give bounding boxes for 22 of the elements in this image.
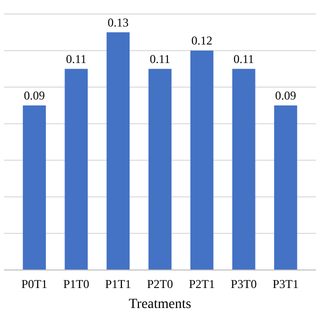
data-label: 0.11: [66, 52, 87, 66]
bar: [232, 68, 256, 270]
x-tick-label: P1T1: [105, 277, 132, 291]
x-tick-label: P2T1: [188, 277, 215, 291]
data-label: 0.09: [24, 88, 45, 102]
x-tick-label: P3T1: [272, 277, 299, 291]
x-tick-label: P2T0: [146, 277, 174, 291]
bar: [274, 105, 298, 270]
bar: [190, 50, 214, 270]
x-tick-label: P0T1: [21, 277, 48, 291]
data-label: 0.12: [191, 34, 212, 48]
data-label: 0.13: [108, 15, 129, 30]
data-label: 0.11: [150, 52, 170, 66]
bar: [148, 68, 172, 270]
bar: [64, 68, 88, 270]
x-tick-label: P3T0: [230, 277, 257, 291]
x-axis-title: Treatments: [128, 297, 192, 312]
bar: [106, 32, 130, 270]
data-label: 0.11: [233, 52, 254, 66]
data-label: 0.09: [275, 88, 296, 102]
bar: [22, 105, 46, 270]
x-tick-label: P1T0: [63, 277, 90, 291]
